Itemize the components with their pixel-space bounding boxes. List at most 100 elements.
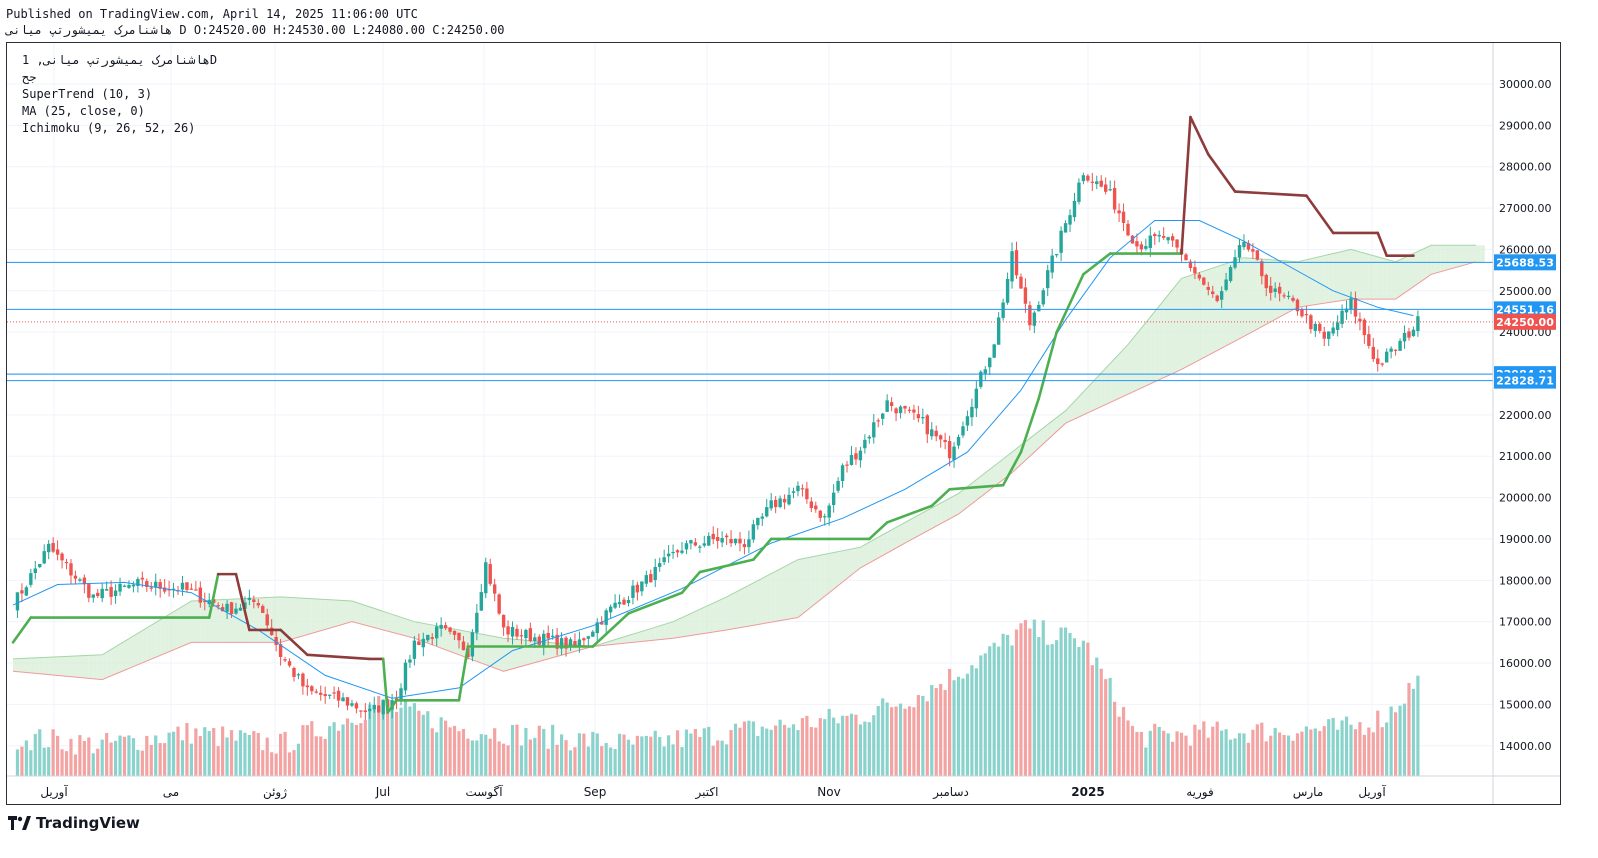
candle-body <box>1242 241 1246 248</box>
volume-bar <box>1242 733 1246 776</box>
time-tick-label: دسامبر <box>932 785 969 800</box>
volume-bar <box>903 708 907 776</box>
ichimoku-cloud-segment <box>1333 252 1338 302</box>
volume-bar <box>421 714 425 776</box>
candle-body <box>506 626 510 635</box>
volume-bar <box>216 746 220 776</box>
candle-body <box>591 631 595 637</box>
candle-body <box>881 413 885 419</box>
volume-bar <box>613 748 617 776</box>
candle-body <box>733 538 738 544</box>
price-tick-label: 29000.00 <box>1499 119 1552 132</box>
candle-body <box>640 581 644 592</box>
volume-bar <box>256 732 260 776</box>
time-tick-label: آوریل <box>40 784 68 800</box>
ichimoku-cloud-segment <box>878 534 883 558</box>
candle-body <box>180 582 185 590</box>
candle-body <box>314 691 318 693</box>
candle-body <box>698 546 702 548</box>
ichimoku-cloud-segment <box>1172 283 1178 374</box>
ichimoku-cloud-segment <box>1284 260 1289 315</box>
candle-body <box>1126 223 1130 236</box>
volume-bar <box>912 707 916 776</box>
volume-bar <box>1309 729 1313 776</box>
volume-bar <box>689 733 693 776</box>
candle-body <box>20 590 24 594</box>
chart-frame[interactable]: 30000.00 29000.00 28000.00 27000.00 26000.00… <box>6 42 1561 805</box>
candle-body <box>546 632 550 639</box>
ichimoku-cloud-segment <box>864 542 870 566</box>
volume-bar <box>47 747 51 776</box>
volume-bar <box>479 734 483 776</box>
candle-body <box>666 553 671 557</box>
candle-body <box>608 606 613 613</box>
ichimoku-cloud-segment <box>806 556 812 611</box>
ichimoku-cloud-segment <box>1221 263 1227 349</box>
legend-ichimoku[interactable]: Ichimoku (9, 26, 52, 26) <box>22 121 196 135</box>
ichimoku-cloud-segment <box>1279 260 1285 317</box>
candle-body <box>278 644 283 657</box>
ichimoku-cloud-segment <box>53 656 58 676</box>
ichimoku-cloud-segment <box>57 656 63 676</box>
ichimoku-cloud-segment <box>1083 387 1088 415</box>
candle-body <box>136 579 140 586</box>
candle-body <box>1393 349 1398 351</box>
time-tick-label: Nov <box>817 785 840 799</box>
volume-bar <box>1010 645 1014 776</box>
ichimoku-cloud-segment <box>1145 316 1151 386</box>
volume-bar <box>609 747 613 776</box>
legend-ma[interactable]: MA (25, close, 0) <box>22 104 145 118</box>
ichimoku-cloud-segment <box>1475 245 1481 262</box>
ichimoku-cloud-segment <box>1181 276 1186 370</box>
price-tick-label: 14000.00 <box>1499 740 1552 753</box>
volume-bar <box>475 740 479 776</box>
symbol-name: هاشنامرک یمیشورتپ میانی <box>6 23 173 37</box>
ichimoku-cloud-segment <box>668 621 674 639</box>
candle-body <box>234 608 238 614</box>
volume-bar <box>314 736 318 776</box>
volume-bar <box>1220 730 1224 776</box>
ichimoku-cloud-segment <box>958 490 963 515</box>
supertrend-segment <box>1180 115 1192 255</box>
volume-bar <box>515 724 519 776</box>
ichimoku-cloud-segment <box>298 597 303 638</box>
ichimoku-span-a <box>12 244 1476 660</box>
candle-body <box>475 612 479 633</box>
volume-bar <box>1032 619 1036 776</box>
price-chart[interactable]: 30000.00 29000.00 28000.00 27000.00 26000.00… <box>7 43 1560 804</box>
volume-bar <box>617 733 622 776</box>
time-tick-label: ژوئن <box>263 785 287 800</box>
volume-bar <box>1144 747 1148 776</box>
ichimoku-cloud-segment <box>1351 249 1356 300</box>
volume-bar <box>368 704 372 776</box>
ichimoku-cloud-segment <box>673 619 678 639</box>
candle-body <box>613 602 617 608</box>
ichimoku-cloud-segment <box>940 500 946 524</box>
volume-bar <box>702 728 706 776</box>
candle-body <box>867 436 872 439</box>
volume-bar <box>729 730 733 776</box>
ichimoku-cloud-segment <box>900 522 905 546</box>
ichimoku-cloud-segment <box>936 503 941 527</box>
legend-supertrend[interactable]: SuperTrend (10, 3) <box>22 87 153 101</box>
candle-body <box>1344 308 1349 313</box>
ichimoku-cloud-segment <box>1324 254 1329 304</box>
candle-body <box>336 690 341 701</box>
candle-body <box>109 587 113 597</box>
volume-bar <box>836 723 840 776</box>
ichimoku-cloud-segment <box>133 633 138 667</box>
volume-bar <box>1273 727 1277 776</box>
ichimoku-cloud-segment <box>722 596 727 631</box>
candle-body <box>1041 290 1045 305</box>
candle-body <box>131 584 136 587</box>
candle-body <box>635 584 640 593</box>
ichimoku-cloud-segment <box>686 613 691 637</box>
price-tick-label: 21000.00 <box>1499 450 1552 463</box>
volume-bar <box>1028 628 1032 776</box>
ichimoku-cloud-segment <box>1444 245 1450 271</box>
ichimoku-cloud-segment <box>62 656 67 677</box>
time-tick-label: فوریه <box>1186 785 1214 800</box>
candle-body <box>1251 249 1255 252</box>
candle-body <box>863 439 867 449</box>
level-price-tag-bg <box>1494 301 1556 318</box>
